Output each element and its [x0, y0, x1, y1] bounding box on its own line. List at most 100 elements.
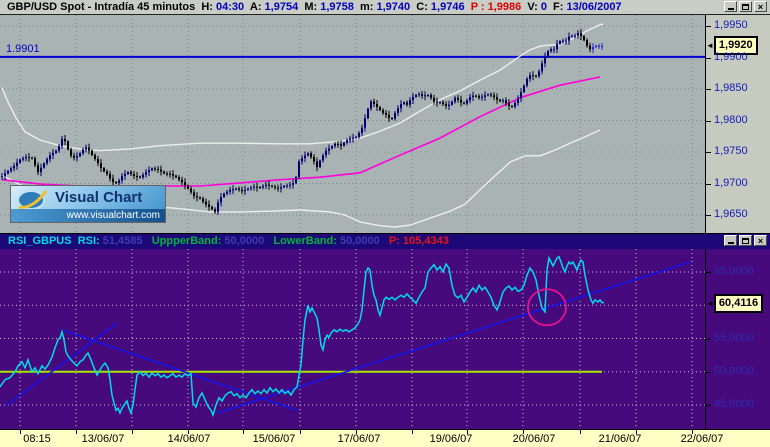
rsi-gridlines: [0, 249, 705, 429]
axis-tick: [706, 121, 711, 122]
candle-body: [187, 185, 189, 189]
candle-body: [7, 170, 9, 174]
rsi-chart-panel[interactable]: [0, 249, 705, 429]
candle-body: [433, 97, 435, 102]
time-axis-label: 21/06/07: [598, 433, 642, 445]
time-axis-label: 17/06/07: [337, 433, 381, 445]
candle-body: [508, 103, 510, 107]
candle-body: [478, 95, 480, 98]
minimize-icon: [727, 8, 734, 10]
axis-tick: [706, 184, 711, 185]
candle-body: [559, 41, 561, 44]
candle-body: [442, 102, 444, 105]
time-tick: [523, 430, 524, 434]
candle-body: [232, 189, 234, 191]
time-tick: [692, 430, 693, 434]
candle-body: [229, 189, 231, 192]
candle-body: [157, 169, 159, 171]
text-segment: V:: [521, 1, 541, 13]
price-chart-panel[interactable]: 1.9901 Visual Chart www.visualchart.com: [0, 15, 705, 233]
text-segment: F:: [546, 1, 567, 13]
candle-body: [457, 97, 459, 100]
time-tick: [467, 430, 468, 434]
axis-tick: [706, 215, 711, 216]
candle-body: [247, 188, 249, 190]
candle-body: [163, 171, 165, 174]
candle-body: [574, 35, 576, 37]
time-axis-label: 15/06/07: [252, 433, 296, 445]
candle-body: [427, 94, 429, 96]
candle-body: [451, 101, 453, 105]
rsi-close-button[interactable]: ×: [754, 235, 767, 246]
candle-body: [46, 159, 48, 164]
candle-body: [484, 95, 486, 97]
axis-tick: [706, 89, 711, 90]
candle-body: [151, 168, 153, 171]
highlight-circle[interactable]: [527, 288, 567, 327]
candle-body: [133, 174, 135, 176]
rsi-value-marker: ◄ 60,4116: [706, 294, 764, 313]
rsi-axis[interactable]: ◄ 60,4116 65,0000 55,0000 50,0000 45,0000: [705, 249, 770, 429]
candle-body: [4, 173, 6, 176]
candle-body: [331, 146, 333, 149]
candle-body: [595, 45, 597, 47]
time-axis-label: 22/06/07: [680, 433, 724, 445]
candle-body: [550, 49, 552, 51]
candle-body: [577, 33, 579, 36]
title-bar[interactable]: GBP/USD Spot - Intradía 45 minutos H: 04…: [0, 0, 770, 15]
rsi-maximize-button[interactable]: [739, 235, 752, 246]
candle-body: [412, 96, 414, 101]
axis-label: 55,0000: [714, 332, 754, 344]
time-tick: [300, 430, 301, 434]
window-controls: ×: [724, 1, 767, 12]
candle-body: [334, 143, 336, 147]
candle-body: [244, 189, 246, 192]
rsi-chart-svg[interactable]: [0, 249, 705, 429]
candle-body: [532, 75, 534, 77]
rsi-minimize-button[interactable]: [724, 235, 737, 246]
time-axis[interactable]: 08:15 13/06/07 14/06/07 15/06/07 17/06/07 19/…: [0, 429, 770, 447]
candle-body: [58, 146, 60, 151]
axis-label: 1,9900: [714, 51, 748, 63]
axis-tick: [706, 405, 711, 406]
candle-body: [1, 175, 3, 177]
candle-body: [190, 188, 192, 193]
trendline[interactable]: [61, 329, 298, 412]
time-axis-label: 20/06/07: [512, 433, 556, 445]
text-segment: 1,9754: [264, 1, 299, 13]
candle-body: [253, 186, 255, 188]
close-icon: ×: [757, 1, 764, 12]
candle-body: [514, 102, 516, 107]
candle-body: [160, 169, 162, 172]
candle-body: [115, 181, 117, 184]
title-text: GBP/USD Spot - Intradía 45 minutos H: 04…: [7, 1, 622, 13]
candle-body: [169, 173, 171, 175]
candle-body: [472, 95, 474, 98]
candle-body: [511, 106, 513, 108]
candle-body: [490, 94, 492, 96]
text-segment: 1,9746: [430, 1, 465, 13]
candle-body: [55, 150, 57, 153]
price-axis[interactable]: ◄ 1,9920 1,9950 1,9900 1,9850 1,9800 1,9750 1…: [705, 15, 770, 233]
text-segment: m:: [353, 1, 377, 13]
minimize-button[interactable]: [724, 1, 737, 12]
maximize-button[interactable]: [739, 1, 752, 12]
candle-body: [61, 138, 63, 147]
candle-body: [325, 150, 327, 156]
candle-body: [544, 56, 546, 64]
candle-body: [358, 133, 360, 137]
candle-body: [220, 196, 222, 203]
candle-body: [307, 153, 309, 156]
candle-body: [436, 101, 438, 103]
candle-body: [31, 157, 33, 159]
text-segment: 0: [540, 1, 547, 13]
candle-body: [418, 94, 420, 96]
rsi-header-bar[interactable]: RSI_GBPUS RSI: 51,4585 UppperBand: 50,00…: [0, 233, 770, 249]
trendline[interactable]: [6, 322, 118, 406]
text-segment: LowerBand:: [264, 235, 340, 247]
candle-body: [529, 75, 531, 79]
candle-body: [280, 187, 282, 189]
close-button[interactable]: ×: [754, 1, 767, 12]
candle-body: [421, 94, 423, 96]
